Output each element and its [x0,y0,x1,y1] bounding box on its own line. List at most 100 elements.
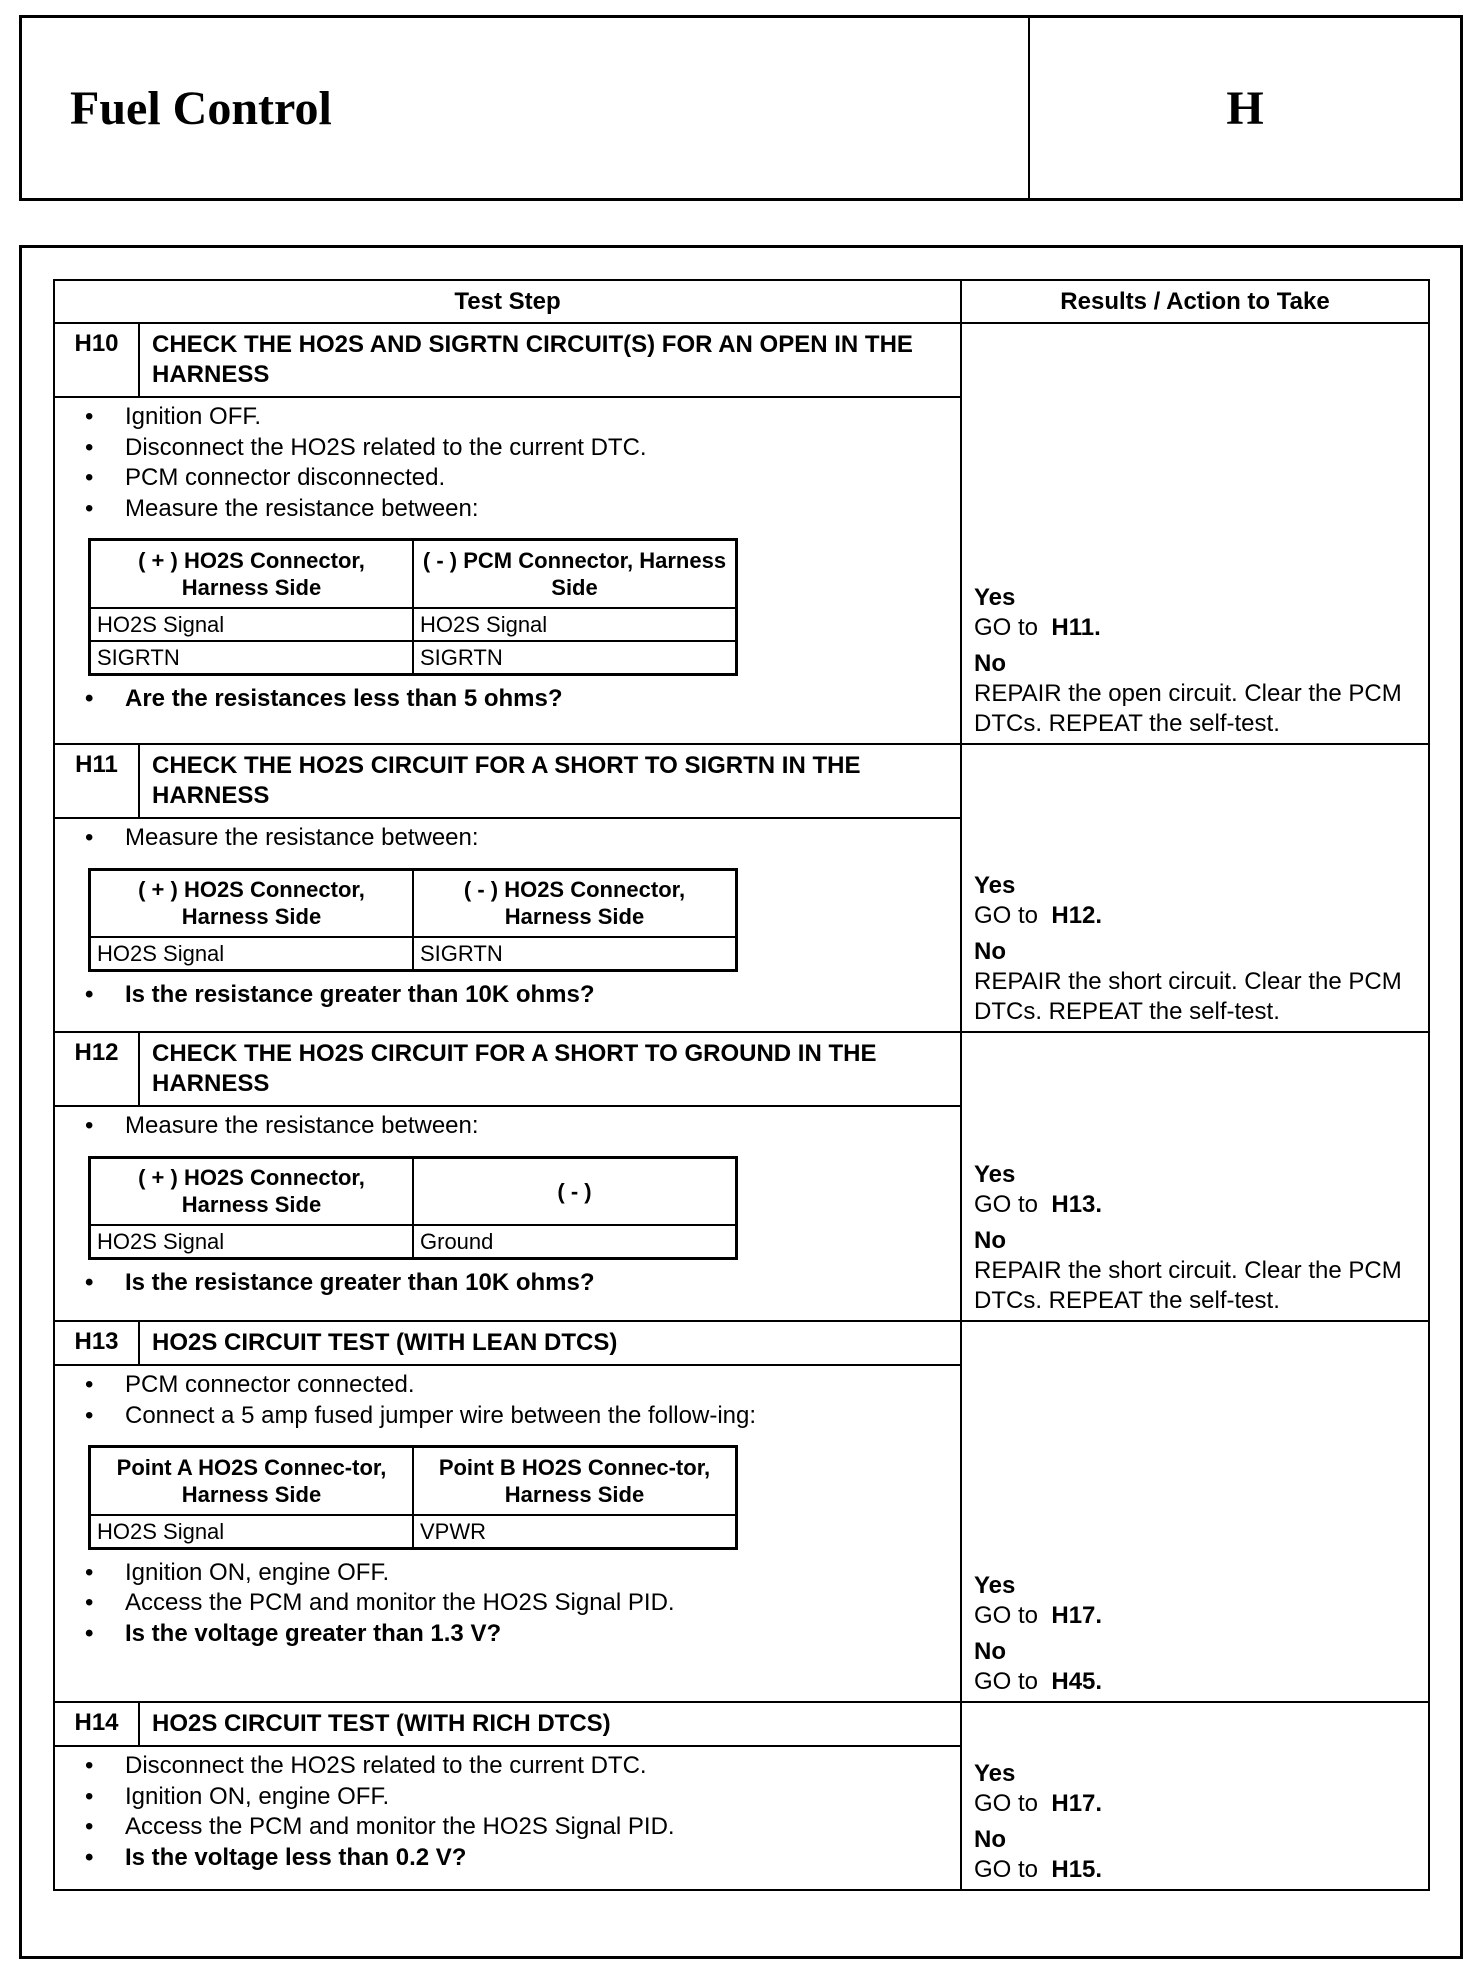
connector-row: HO2S Signal SIGRTN [88,936,738,972]
yes-step-link[interactable]: H11. [1051,614,1101,641]
connector-table: ( + ) HO2S Connector, Harness Side( - ) … [88,538,738,676]
step-body-row: Ignition OFF.Disconnect the HO2S related… [53,396,1429,745]
step-title: CHECK THE HO2S CIRCUIT FOR A SHORT TO SI… [138,743,962,819]
step-question: Is the resistance greater than 10K ohms? [85,980,950,1011]
connector-cell: Ground [412,1224,738,1260]
yes-step-link[interactable]: H12. [1051,902,1103,929]
step-number: H12 [53,1031,140,1107]
connector-header: ( - ) [412,1156,738,1226]
no-step-link[interactable]: H45. [1051,1668,1103,1695]
connector-row: HO2S Signal HO2S Signal [88,606,738,642]
connector-cell: HO2S Signal [88,936,414,972]
step-body: Ignition OFF.Disconnect the HO2S related… [53,396,962,745]
connector-header: ( + ) HO2S Connector, Harness Side [88,1156,414,1226]
step-question: Is the voltage greater than 1.3 V? [85,1619,950,1650]
content-frame [19,245,1463,1959]
connector-row: HO2S Signal VPWR [88,1513,738,1549]
no-label: No [974,650,1006,677]
connector-cell: SIGRTN [412,639,738,675]
yes-action: GO to H12. [974,902,1103,929]
no-label: No [974,1826,1006,1853]
instruction-item: Disconnect the HO2S related to the curre… [85,433,950,464]
yes-action: GO to H17. [974,1790,1103,1817]
step-title: CHECK THE HO2S CIRCUIT FOR A SHORT TO GR… [138,1031,962,1107]
column-header-results: Results / Action to Take [960,279,1430,324]
connector-cell: HO2S Signal [88,1513,414,1549]
connector-header: ( - ) HO2S Connector, Harness Side [412,868,738,938]
no-action: GO to H45. [974,1668,1103,1695]
step-body-row: Disconnect the HO2S related to the curre… [53,1745,1429,1891]
step-question: Are the resistances less than 5 ohms? [85,684,950,715]
step-body: Measure the resistance between: ( + ) HO2… [53,817,962,1033]
yes-step-link[interactable]: H17. [1051,1602,1103,1629]
test-step-table: Test Step Results / Action to Take H10 C… [53,279,1430,1891]
step-title-row: H14 HO2S CIRCUIT TEST (WITH RICH DTCS) Y… [53,1701,1430,1891]
step-body-row: PCM connector connected.Connect a 5 amp … [53,1364,1429,1703]
yes-label: Yes [974,1760,1016,1787]
yes-label: Yes [974,584,1016,611]
connector-row: SIGRTN SIGRTN [88,639,738,675]
connector-cell: VPWR [412,1513,738,1549]
step-number: H10 [53,322,140,398]
connector-cell: HO2S Signal [412,606,738,642]
yes-label: Yes [974,1572,1016,1599]
step-results: Yes GO to H17. No GO to H15. [960,1701,1430,1891]
yes-action: GO to H17. [974,1602,1103,1629]
step-body: PCM connector connected.Connect a 5 amp … [53,1364,962,1703]
instruction-item: Measure the resistance between: [85,823,950,854]
step-results: Yes GO to H13. No REPAIR the short circu… [960,1031,1430,1322]
instruction-item: Measure the resistance between: [85,494,950,525]
no-action: REPAIR the short circuit. Clear the PCM … [974,1257,1402,1314]
section-letter: H [1226,81,1264,135]
no-action: GO to H15. [974,1856,1103,1883]
connector-table: Point A HO2S Connec-tor, Harness Side Poi… [88,1445,738,1550]
no-label: No [974,1227,1006,1254]
yes-action: GO to H11. [974,614,1101,641]
step-title-row: H11 CHECK THE HO2S CIRCUIT FOR A SHORT T… [53,743,1430,1033]
step-results: Yes GO to H11. No REPAIR the open circui… [960,322,1430,745]
connector-row: HO2S Signal Ground [88,1224,738,1260]
no-step-link[interactable]: H15. [1051,1856,1103,1883]
yes-label: Yes [974,1161,1016,1188]
connector-header: ( + ) HO2S Connector, Harness Side [88,868,414,938]
connector-cell: SIGRTN [88,639,414,675]
step-results: Yes GO to H12. No REPAIR the short circu… [960,743,1430,1033]
instruction-item: Ignition ON, engine OFF. [85,1782,950,1813]
connector-table: ( + ) HO2S Connector, Harness Side( - ) H… [88,1155,738,1260]
page-header: Fuel Control H [19,15,1463,201]
connector-cell: HO2S Signal [88,1224,414,1260]
step-title-row: H13 HO2S CIRCUIT TEST (WITH LEAN DTCS) Y… [53,1320,1430,1703]
yes-step-link[interactable]: H13. [1051,1191,1103,1218]
step-body: Measure the resistance between: ( + ) HO2… [53,1105,962,1322]
connector-cell: HO2S Signal [88,606,414,642]
instruction-item: Access the PCM and monitor the HO2S Sign… [85,1812,950,1843]
instruction-item: Access the PCM and monitor the HO2S Sign… [85,1588,950,1619]
step-title: HO2S CIRCUIT TEST (WITH RICH DTCS) [138,1701,962,1747]
no-action: REPAIR the open circuit. Clear the PCM D… [974,680,1402,737]
yes-step-link[interactable]: H17. [1051,1790,1103,1817]
instruction-item: PCM connector disconnected. [85,463,950,494]
step-number: H13 [53,1320,140,1366]
page-title: Fuel Control [22,18,1030,198]
step-question: Is the resistance greater than 10K ohms? [85,1268,950,1299]
column-header-test-step: Test Step [53,279,962,324]
instruction-item: Ignition ON, engine OFF. [85,1558,950,1589]
connector-header: Point B HO2S Connec-tor, Harness Side [412,1445,738,1516]
step-question: Is the voltage less than 0.2 V? [85,1843,950,1874]
instruction-item: Disconnect the HO2S related to the curre… [85,1751,950,1782]
no-label: No [974,1638,1006,1665]
instruction-item: PCM connector connected. [85,1370,950,1401]
connector-header: ( + ) HO2S Connector, Harness Side [88,538,414,609]
yes-label: Yes [974,872,1016,899]
step-title-row: H12 CHECK THE HO2S CIRCUIT FOR A SHORT T… [53,1031,1430,1322]
instruction-item: Ignition OFF. [85,402,950,433]
step-number: H14 [53,1701,140,1747]
connector-header: ( - ) PCM Connector, Harness Side [412,538,738,609]
step-title-row: H10 CHECK THE HO2S AND SIGRTN CIRCUIT(S)… [53,322,1430,745]
instruction-item: Connect a 5 amp fused jumper wire betwee… [85,1401,950,1432]
step-number: H11 [53,743,140,819]
step-title: HO2S CIRCUIT TEST (WITH LEAN DTCS) [138,1320,962,1366]
step-body-row: Measure the resistance between: ( + ) HO2… [53,1105,1429,1322]
step-body-row: Measure the resistance between: ( + ) HO2… [53,817,1429,1033]
instruction-item: Measure the resistance between: [85,1111,950,1142]
